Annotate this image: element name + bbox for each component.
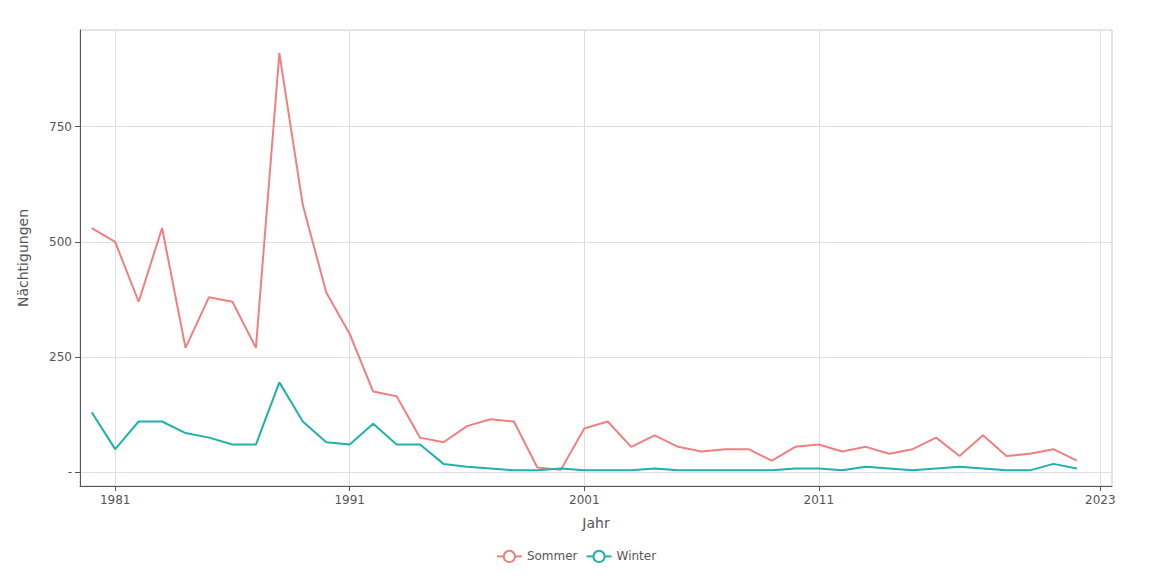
svg-text:Sommer: Sommer (527, 549, 578, 563)
svg-text:500: 500 (49, 235, 72, 249)
svg-text:250: 250 (49, 350, 72, 364)
svg-text:750: 750 (49, 120, 72, 134)
svg-text:Nächtigungen: Nächtigungen (15, 209, 31, 307)
svg-text:Winter: Winter (617, 549, 657, 563)
svg-text:2011: 2011 (804, 493, 835, 507)
svg-text:2023: 2023 (1085, 493, 1116, 507)
svg-text:-: - (68, 465, 72, 479)
svg-text:2001: 2001 (569, 493, 600, 507)
svg-text:1981: 1981 (100, 493, 131, 507)
svg-text:1991: 1991 (334, 493, 365, 507)
svg-text:Jahr: Jahr (581, 515, 610, 531)
